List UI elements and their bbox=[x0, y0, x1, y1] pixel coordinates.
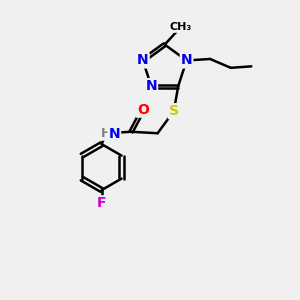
Text: N: N bbox=[137, 53, 149, 68]
Text: O: O bbox=[137, 103, 149, 117]
Text: S: S bbox=[169, 104, 179, 118]
Text: N: N bbox=[181, 53, 192, 68]
Text: N: N bbox=[109, 127, 120, 141]
Text: F: F bbox=[97, 196, 106, 210]
Text: H: H bbox=[101, 127, 111, 140]
Text: N: N bbox=[146, 79, 157, 93]
Text: CH₃: CH₃ bbox=[170, 22, 192, 32]
